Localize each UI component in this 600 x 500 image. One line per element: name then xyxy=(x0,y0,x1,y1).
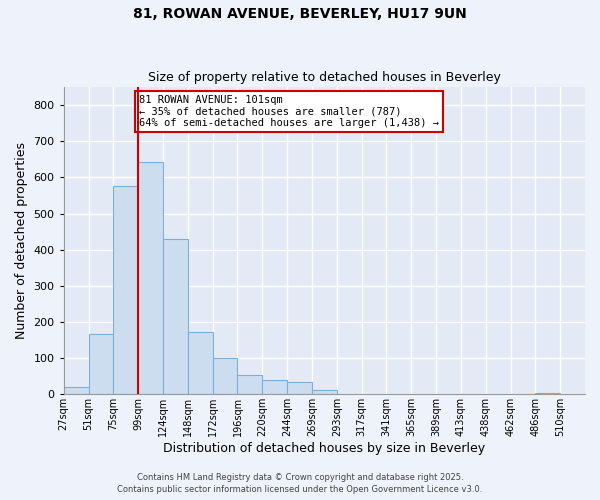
Text: 81 ROWAN AVENUE: 101sqm
← 35% of detached houses are smaller (787)
64% of semi-d: 81 ROWAN AVENUE: 101sqm ← 35% of detache… xyxy=(139,94,439,128)
Title: Size of property relative to detached houses in Beverley: Size of property relative to detached ho… xyxy=(148,72,501,85)
Bar xyxy=(163,239,188,394)
Text: 81, ROWAN AVENUE, BEVERLEY, HU17 9UN: 81, ROWAN AVENUE, BEVERLEY, HU17 9UN xyxy=(133,8,467,22)
Text: Contains HM Land Registry data © Crown copyright and database right 2025.
Contai: Contains HM Land Registry data © Crown c… xyxy=(118,473,482,494)
Bar xyxy=(113,186,138,394)
Bar xyxy=(138,162,163,394)
Bar xyxy=(312,390,337,394)
X-axis label: Distribution of detached houses by size in Beverley: Distribution of detached houses by size … xyxy=(163,442,485,455)
Bar xyxy=(535,393,560,394)
Bar xyxy=(238,376,262,394)
Bar xyxy=(212,358,238,395)
Bar xyxy=(188,332,212,394)
Bar xyxy=(262,380,287,394)
Bar xyxy=(64,387,89,394)
Bar xyxy=(287,382,312,394)
Y-axis label: Number of detached properties: Number of detached properties xyxy=(15,142,28,339)
Bar xyxy=(89,334,113,394)
